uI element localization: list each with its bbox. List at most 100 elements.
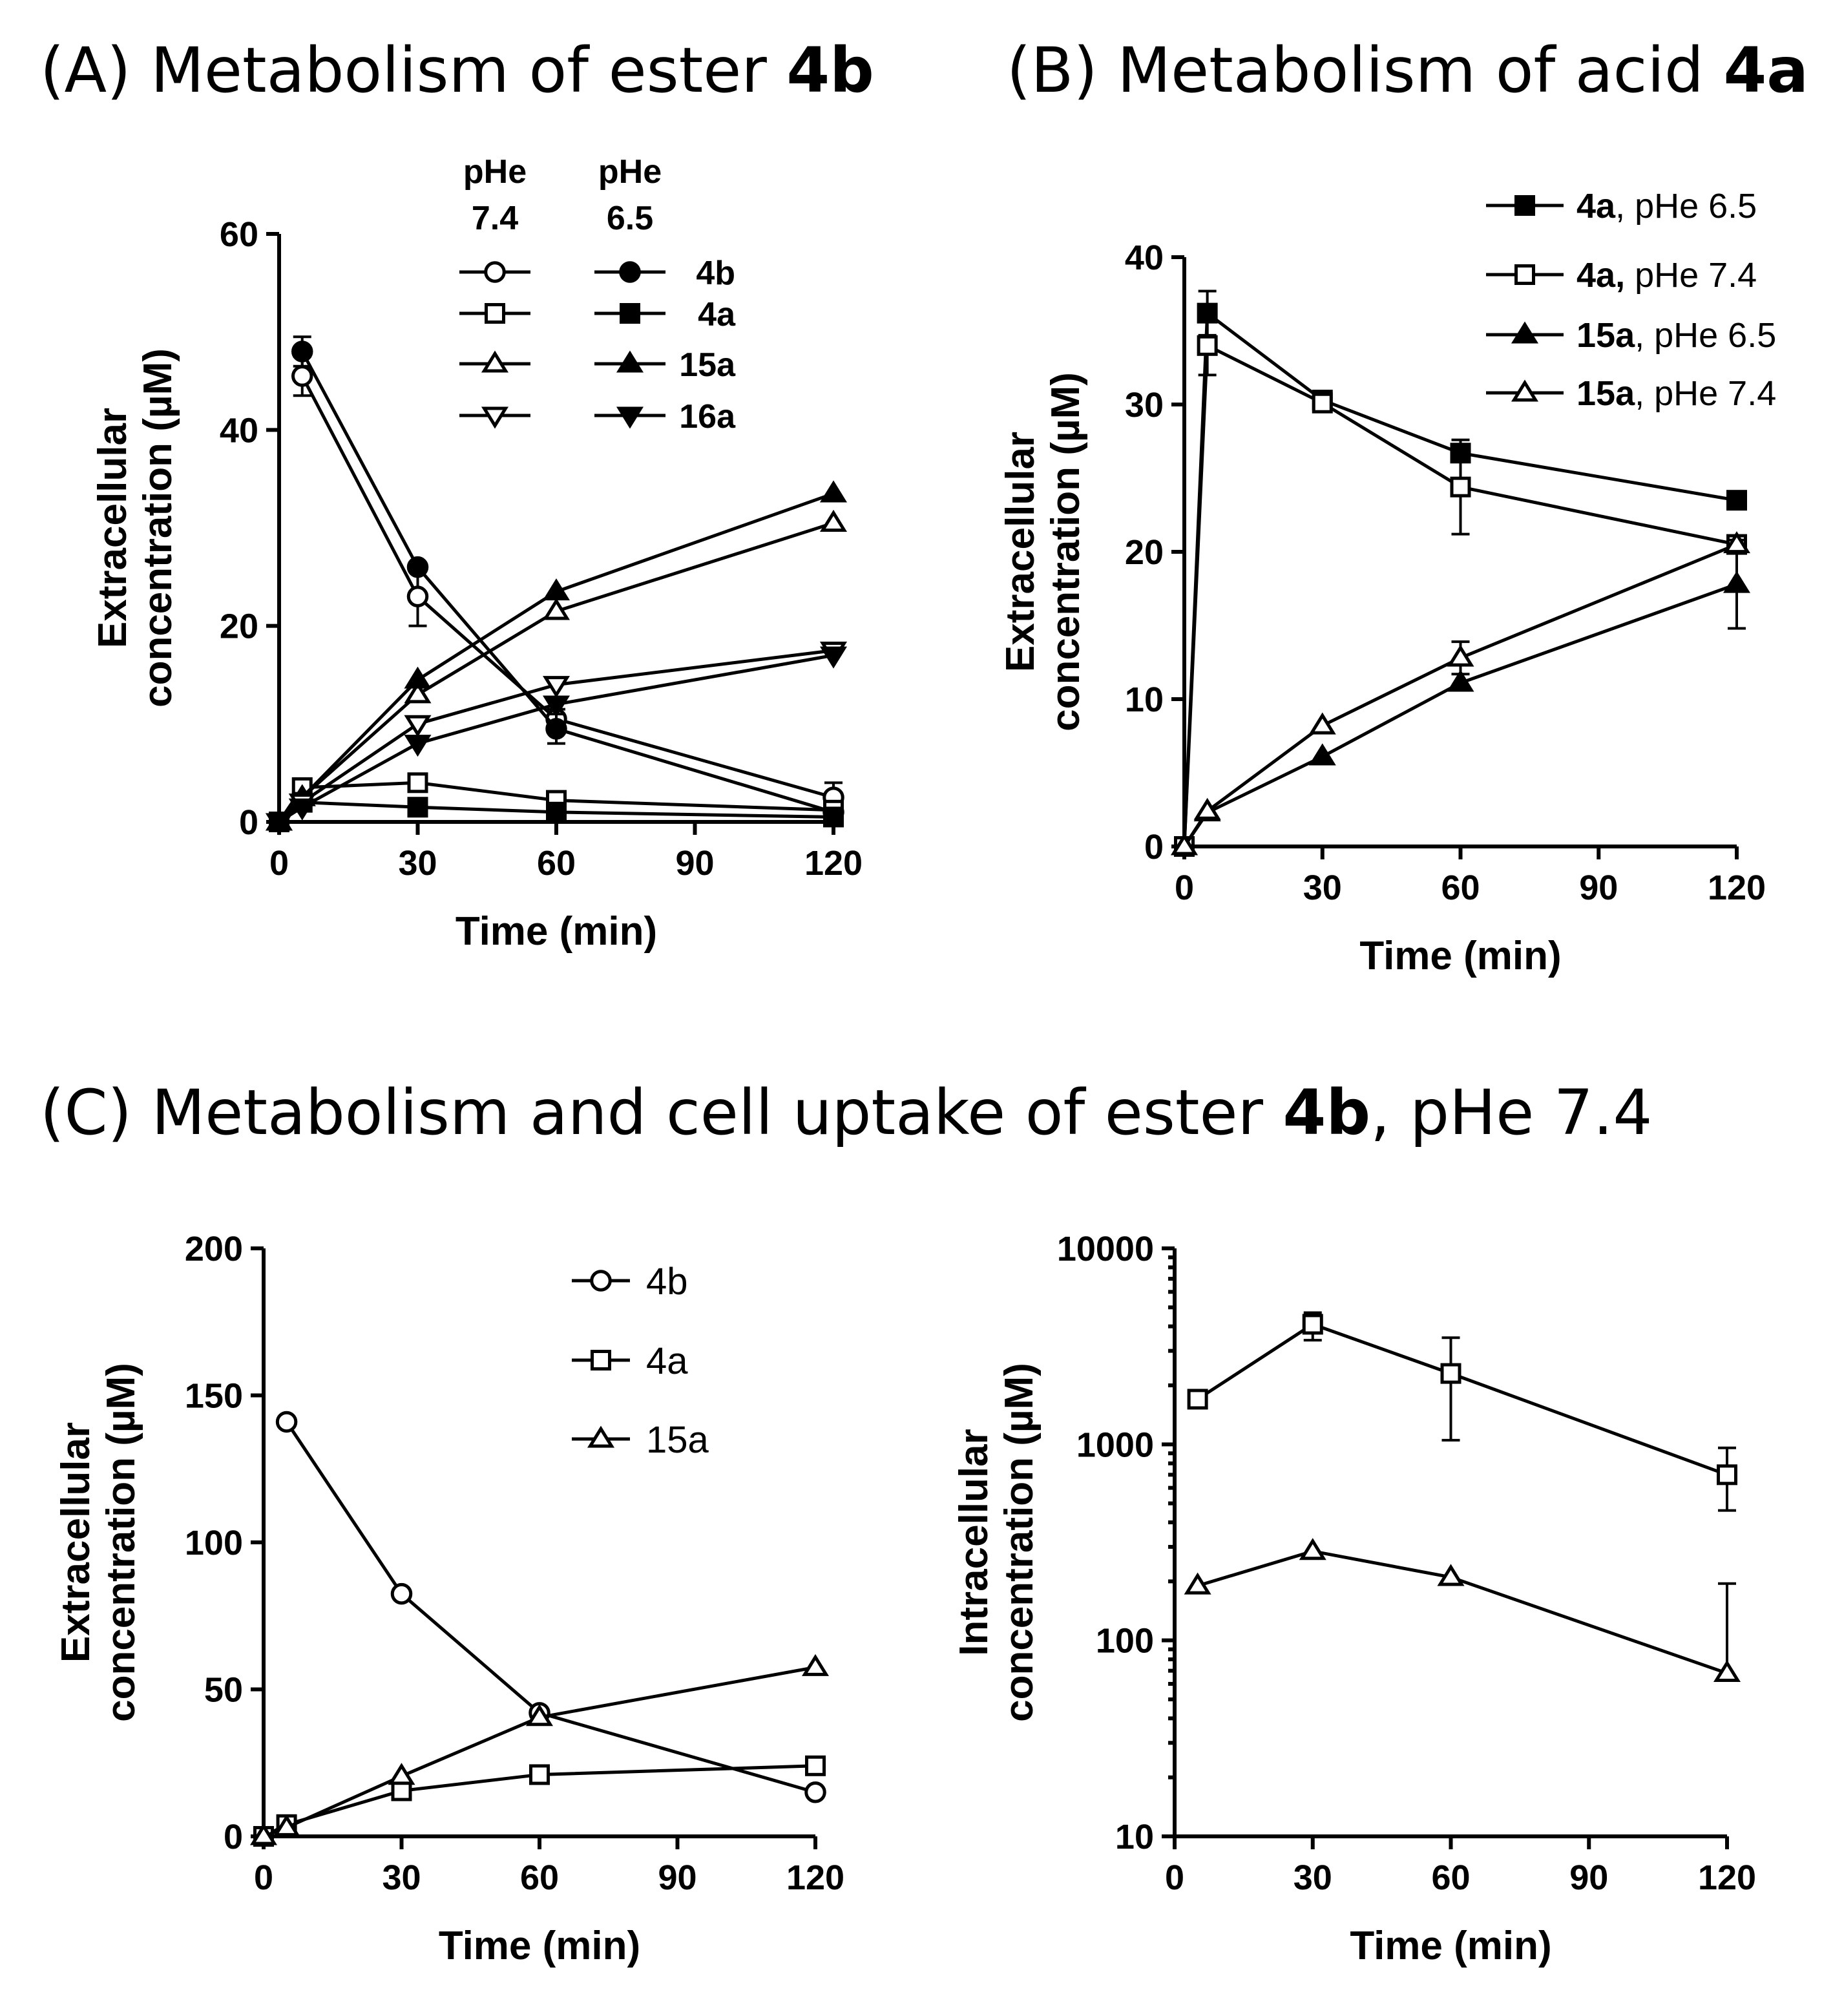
panel-c-title: (C) Metabolism and cell uptake of ester …	[40, 1076, 1652, 1149]
data-point	[542, 598, 571, 620]
chart-a: 0 30 60 90 120 0 20 40 60 Time (min) Extracellular…	[90, 153, 863, 954]
data-point	[1197, 335, 1218, 356]
data-point	[288, 798, 316, 821]
series-15a-phe-7-4	[1170, 531, 1751, 856]
legend-label-bold: 4a	[1576, 187, 1616, 226]
data-point	[1308, 712, 1336, 735]
data-point	[542, 676, 571, 698]
data-point	[542, 695, 571, 718]
chart-c-extracellular: 0 30 60 90 120 0 50 100 150 200 Time (min) Extracel…	[54, 1230, 844, 1968]
chart-b: 0 30 60 90 120 0 10 20 30 40 Time (min) Extracellul…	[998, 187, 1776, 978]
legend-marker	[587, 1425, 615, 1448]
data-point	[249, 1823, 278, 1845]
data-point	[1312, 392, 1333, 414]
y-tick-label: 10	[1125, 680, 1164, 719]
legend-marker	[1514, 264, 1535, 285]
data-point	[407, 772, 428, 793]
legend-label: 15a, pHe 6.5	[1576, 316, 1776, 355]
y-tick-label: 0	[224, 1818, 243, 1856]
series-4b-phe-7-4	[291, 355, 844, 814]
series-15a	[249, 1654, 830, 1845]
data-point	[823, 806, 844, 828]
y-tick-label: 20	[220, 607, 258, 646]
y-axis-label-line: concentration (µM)	[136, 348, 180, 708]
legend-label: 16a	[679, 398, 736, 436]
y-tick-label: 30	[1125, 386, 1164, 425]
x-axis-label: Time (min)	[439, 1924, 640, 1968]
data-point	[1450, 476, 1471, 498]
legend-marker	[481, 350, 509, 373]
data-point	[390, 1582, 413, 1605]
y-axis-label-line: concentration (µM)	[997, 1363, 1042, 1722]
x-tick-label: 90	[675, 844, 714, 883]
data-point	[407, 797, 428, 818]
data-point	[1723, 571, 1751, 593]
y-tick-label: 100	[1096, 1622, 1154, 1661]
legend-label: 4b	[696, 255, 735, 292]
series-line	[263, 1665, 816, 1838]
data-point	[819, 509, 848, 532]
x-tick-label: 60	[1431, 1858, 1470, 1897]
series-line	[278, 521, 834, 823]
data-point	[406, 556, 429, 578]
data-point	[819, 480, 848, 503]
legend-marker	[616, 406, 644, 429]
x-tick-label: 90	[1569, 1858, 1608, 1897]
data-point	[1447, 669, 1474, 692]
series-line	[1182, 582, 1737, 848]
data-point	[805, 1755, 826, 1776]
data-point	[404, 666, 432, 689]
x-tick-label: 30	[1294, 1858, 1332, 1897]
legend-label: 4b	[646, 1261, 688, 1303]
data-point	[406, 585, 429, 607]
legend-marker	[590, 1270, 612, 1292]
data-point	[291, 341, 313, 362]
y-axis-label-line: Intracellular	[952, 1429, 996, 1655]
legend-label-rest: pHe 7.4	[1625, 256, 1757, 295]
series-line	[1182, 342, 1737, 847]
y-tick-label: 100	[185, 1524, 243, 1562]
y-tick-label: 150	[185, 1377, 243, 1416]
series-4a	[1187, 1311, 1737, 1512]
series-16a-phe-6-5	[265, 646, 848, 835]
data-point	[804, 1781, 826, 1803]
data-point	[404, 681, 432, 704]
y-tick-label: 1000	[1076, 1425, 1154, 1464]
legend-marker	[616, 350, 644, 373]
data-point	[1723, 531, 1751, 554]
legend-header: pHe	[598, 153, 662, 191]
data-point	[801, 1654, 830, 1676]
x-tick-label: 30	[398, 844, 437, 883]
x-tick-label: 0	[1165, 1858, 1184, 1897]
legend: 4b 4a 15a	[572, 1261, 709, 1461]
x-axis-label: Time (min)	[1350, 1924, 1551, 1968]
y-tick-label: 20	[1125, 533, 1164, 572]
legend-header: 6.5	[607, 200, 653, 237]
data-point	[1437, 1564, 1465, 1586]
legend-marker	[481, 406, 509, 429]
legend-marker	[1514, 195, 1535, 216]
x-tick-label: 0	[269, 844, 289, 883]
data-point	[545, 718, 567, 740]
data-point	[1308, 743, 1336, 766]
data-point	[529, 1764, 550, 1785]
x-tick-label: 30	[382, 1858, 421, 1897]
y-tick-label: 40	[1125, 238, 1164, 277]
x-tick-label: 120	[804, 844, 863, 883]
data-point	[1193, 797, 1221, 820]
legend-label-bold: 4a,	[1576, 256, 1625, 295]
legend-label-rest: , pHe 6.5	[1615, 187, 1757, 226]
series-line	[1197, 1549, 1728, 1675]
legend-label: 4a, pHe 6.5	[1576, 187, 1757, 226]
legend-label-rest: , pHe 6.5	[1635, 316, 1776, 355]
panel-a-title: (A) Metabolism of ester 4b	[40, 34, 874, 107]
y-tick-label: 10	[1115, 1818, 1154, 1856]
data-point	[546, 801, 567, 823]
data-point	[404, 715, 432, 737]
series-15a-phe-7-4	[265, 509, 848, 831]
legend-marker	[620, 303, 640, 324]
legend-label: 15a	[646, 1419, 709, 1461]
series-line	[300, 375, 834, 799]
